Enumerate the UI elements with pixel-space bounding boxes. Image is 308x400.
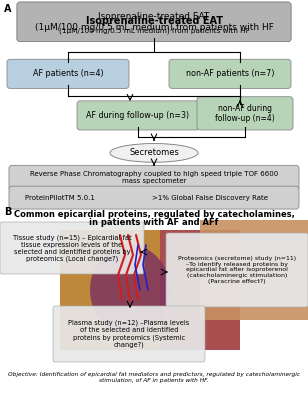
Text: ProteinPilotTM 5.0.1: ProteinPilotTM 5.0.1 <box>25 194 95 201</box>
Text: Proteomics (secretome) study (n=11)
–To identify released proteins by
epicardial: Proteomics (secretome) study (n=11) –To … <box>178 256 296 284</box>
Text: Tissue study (n=15) – Epicardial fat
tissue expression levels of the
selected an: Tissue study (n=15) – Epicardial fat tis… <box>13 234 131 262</box>
FancyBboxPatch shape <box>77 101 199 130</box>
Text: Common epicardial proteins, regulated by catecholamines,: Common epicardial proteins, regulated by… <box>14 210 294 219</box>
Text: Reverse Phase Chromatography coupled to high speed triple TOF 6600
mass spectome: Reverse Phase Chromatography coupled to … <box>30 171 278 184</box>
Text: Isoprenaline-treated EAT: Isoprenaline-treated EAT <box>86 16 222 26</box>
FancyBboxPatch shape <box>9 165 299 190</box>
Ellipse shape <box>90 245 170 335</box>
Text: AF patients (n=4): AF patients (n=4) <box>33 69 103 78</box>
Text: Isoprenaline-treated EAT
(1μM/100 mg/0.5 mL medium) from patients with HF: Isoprenaline-treated EAT (1μM/100 mg/0.5… <box>34 12 274 32</box>
Bar <box>60 230 240 350</box>
FancyBboxPatch shape <box>9 186 299 209</box>
FancyBboxPatch shape <box>53 306 205 362</box>
Text: Plasma study (n=12) –Plasma levels
of the selected and identified
proteins by pr: Plasma study (n=12) –Plasma levels of th… <box>68 320 190 348</box>
Text: B: B <box>4 207 11 217</box>
Ellipse shape <box>110 144 198 162</box>
FancyBboxPatch shape <box>169 59 291 88</box>
Text: in patients with AF and AFf: in patients with AF and AFf <box>89 218 219 227</box>
Text: Secretomes: Secretomes <box>129 148 179 157</box>
Text: Objective: Identification of epicardial fat mediators and predictors, regulated : Objective: Identification of epicardial … <box>8 372 300 383</box>
Text: non-AF patients (n=7): non-AF patients (n=7) <box>186 69 274 78</box>
FancyBboxPatch shape <box>7 59 129 88</box>
Text: non-AF during
follow-up (n=4): non-AF during follow-up (n=4) <box>215 104 275 123</box>
Text: AF during follow-up (n=3): AF during follow-up (n=3) <box>87 111 189 120</box>
FancyBboxPatch shape <box>166 233 308 307</box>
FancyBboxPatch shape <box>17 2 291 42</box>
Text: A: A <box>4 4 11 14</box>
Text: >1% Global False Discovery Rate: >1% Global False Discovery Rate <box>152 194 268 201</box>
Bar <box>200 220 308 320</box>
Text: (1μM/100 mg/0.5 mL medium) from patients with HF: (1μM/100 mg/0.5 mL medium) from patients… <box>59 28 249 34</box>
FancyBboxPatch shape <box>0 222 144 274</box>
FancyBboxPatch shape <box>17 2 291 42</box>
FancyBboxPatch shape <box>197 97 293 130</box>
Bar <box>60 230 160 350</box>
